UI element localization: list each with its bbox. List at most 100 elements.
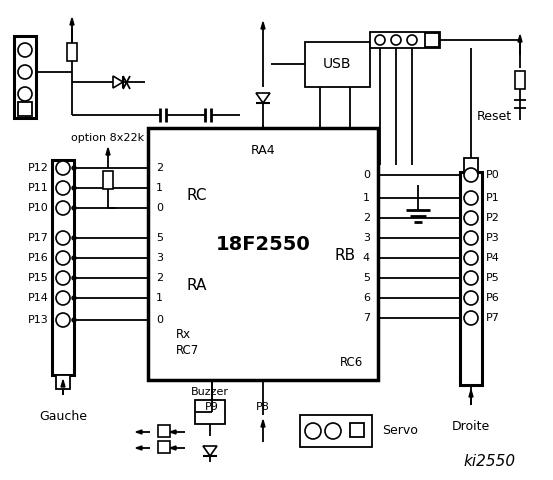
Text: P16: P16 (28, 253, 49, 263)
Circle shape (56, 313, 70, 327)
Circle shape (18, 65, 32, 79)
Text: 2: 2 (363, 213, 370, 223)
Text: P7: P7 (486, 313, 500, 323)
Text: 2: 2 (156, 273, 163, 283)
Circle shape (391, 35, 401, 45)
Circle shape (72, 166, 76, 170)
Text: P10: P10 (28, 203, 49, 213)
Bar (67, 43, 77, 61)
Text: P0: P0 (486, 170, 500, 180)
FancyArrow shape (261, 420, 265, 427)
Text: P17: P17 (28, 233, 49, 243)
Text: USB: USB (323, 57, 351, 71)
Bar (56, 375, 70, 389)
Text: 2: 2 (156, 163, 163, 173)
Text: Gauche: Gauche (39, 410, 87, 423)
Text: P13: P13 (28, 315, 49, 325)
Circle shape (375, 35, 385, 45)
Text: 5: 5 (363, 273, 370, 283)
Bar (350, 423, 364, 437)
Text: 6: 6 (363, 293, 370, 303)
FancyArrow shape (170, 446, 176, 450)
Bar (195, 400, 225, 424)
Text: P3: P3 (486, 233, 500, 243)
Bar (300, 415, 372, 447)
Circle shape (325, 423, 341, 439)
Text: 1: 1 (363, 193, 370, 203)
Circle shape (464, 311, 478, 325)
FancyArrow shape (136, 446, 142, 450)
Circle shape (18, 87, 32, 101)
Text: P8: P8 (256, 402, 270, 412)
Circle shape (464, 231, 478, 245)
Text: 3: 3 (363, 233, 370, 243)
Circle shape (464, 271, 478, 285)
Bar (103, 171, 113, 189)
FancyArrow shape (170, 430, 176, 434)
Bar (464, 158, 478, 172)
Text: 0: 0 (363, 170, 370, 180)
Circle shape (464, 211, 478, 225)
Text: 5: 5 (156, 233, 163, 243)
Circle shape (56, 291, 70, 305)
Circle shape (18, 43, 32, 57)
Text: P12: P12 (28, 163, 49, 173)
Circle shape (72, 296, 76, 300)
Bar (370, 32, 440, 48)
Bar (148, 128, 378, 380)
FancyArrow shape (518, 35, 522, 42)
Text: 0: 0 (156, 203, 163, 213)
Text: 1: 1 (156, 183, 163, 193)
Text: option 8x22k: option 8x22k (71, 133, 144, 143)
Text: P14: P14 (28, 293, 49, 303)
Text: RA4: RA4 (251, 144, 275, 156)
Bar (425, 33, 439, 47)
Polygon shape (203, 446, 217, 456)
Bar (460, 172, 482, 385)
Circle shape (464, 168, 478, 182)
Bar (515, 71, 525, 89)
FancyArrow shape (61, 380, 65, 387)
Circle shape (72, 276, 76, 280)
Circle shape (72, 256, 76, 260)
Circle shape (56, 161, 70, 175)
Text: Rx: Rx (176, 328, 191, 341)
Text: 7: 7 (363, 313, 370, 323)
Text: RC: RC (186, 188, 206, 203)
Circle shape (407, 35, 417, 45)
Circle shape (464, 191, 478, 205)
Circle shape (56, 251, 70, 265)
Circle shape (56, 201, 70, 215)
FancyArrow shape (261, 22, 265, 29)
Text: ki2550: ki2550 (464, 455, 516, 469)
Bar (158, 425, 170, 437)
Text: 4: 4 (363, 253, 370, 263)
Text: P15: P15 (28, 273, 49, 283)
Text: P5: P5 (486, 273, 500, 283)
Text: 0: 0 (156, 315, 163, 325)
Circle shape (72, 186, 76, 190)
Text: Droite: Droite (452, 420, 490, 433)
FancyArrow shape (70, 18, 74, 25)
Text: RC6: RC6 (340, 357, 363, 370)
Text: RA: RA (186, 277, 206, 292)
Bar (305, 42, 370, 87)
Circle shape (464, 251, 478, 265)
Circle shape (72, 318, 76, 322)
Text: Buzzer: Buzzer (191, 387, 229, 397)
Text: 3: 3 (156, 253, 163, 263)
Text: P9: P9 (205, 402, 219, 412)
Text: P2: P2 (486, 213, 500, 223)
Circle shape (56, 231, 70, 245)
Text: 18F2550: 18F2550 (216, 235, 310, 253)
Text: P6: P6 (486, 293, 500, 303)
Polygon shape (113, 76, 123, 88)
Text: Reset: Reset (477, 109, 512, 122)
Bar (18, 102, 32, 116)
Text: RB: RB (335, 248, 356, 263)
FancyArrow shape (469, 390, 473, 397)
Text: Servo: Servo (382, 424, 418, 437)
Circle shape (56, 181, 70, 195)
Circle shape (72, 236, 76, 240)
FancyArrow shape (106, 148, 110, 155)
